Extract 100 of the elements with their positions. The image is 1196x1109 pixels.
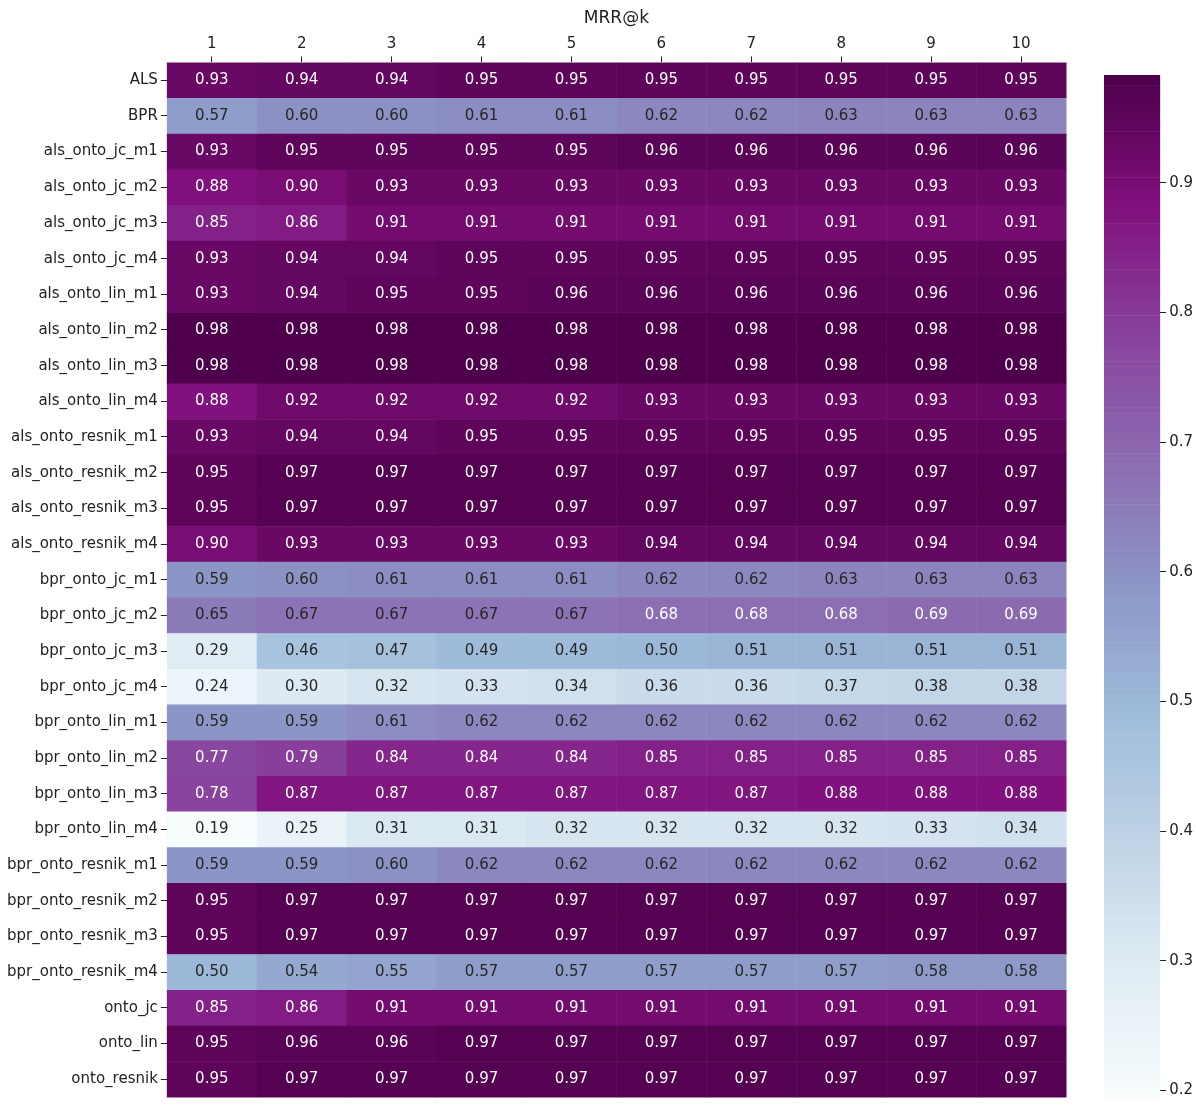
data-label: 0.91 — [1004, 212, 1038, 231]
data-label: 0.62 — [824, 855, 858, 873]
y-tick-label: bpr_onto_jc_m1 — [39, 569, 158, 589]
data-label: 0.93 — [195, 426, 229, 445]
data-label: 0.62 — [644, 712, 679, 731]
y-tick-label: BPR — [128, 105, 158, 124]
color-bar-label: 0.6 — [1169, 561, 1193, 580]
data-label: 0.88 — [1004, 783, 1038, 802]
data-label: 0.95 — [285, 141, 319, 160]
x-tick-label: 8 — [836, 34, 846, 53]
data-label: 0.62 — [554, 855, 589, 873]
data-label: 0.97 — [554, 1069, 589, 1088]
data-label: 0.98 — [195, 319, 229, 338]
data-label: 0.94 — [644, 533, 679, 552]
data-label: 0.93 — [734, 177, 768, 196]
data-label: 0.87 — [464, 783, 499, 802]
data-label: 0.93 — [195, 70, 229, 89]
data-label: 0.98 — [374, 355, 409, 374]
data-label: 0.91 — [464, 997, 499, 1016]
data-label: 0.95 — [195, 890, 229, 909]
data-label: 0.95 — [644, 70, 679, 89]
data-label: 0.95 — [195, 498, 229, 517]
data-label: 0.97 — [734, 890, 768, 909]
data-label: 0.97 — [285, 890, 319, 909]
data-label: 0.95 — [734, 70, 768, 89]
data-label: 0.91 — [644, 997, 679, 1016]
data-label: 0.68 — [644, 605, 679, 624]
data-label: 0.63 — [824, 105, 858, 124]
data-label: 0.61 — [554, 105, 589, 124]
data-label: 0.32 — [554, 819, 589, 838]
data-label: 0.69 — [1004, 605, 1038, 624]
data-label: 0.63 — [1004, 105, 1038, 124]
data-label: 0.62 — [734, 569, 768, 588]
data-label: 0.59 — [195, 712, 229, 731]
data-label: 0.97 — [554, 498, 589, 517]
data-label: 0.38 — [1004, 676, 1038, 695]
data-label: 0.97 — [734, 926, 768, 945]
data-label: 0.93 — [374, 533, 409, 552]
x-tick-label: 10 — [1011, 34, 1031, 53]
data-label: 0.95 — [554, 248, 589, 267]
data-label: 0.59 — [195, 569, 229, 588]
y-tick-label: als_onto_lin_m3 — [38, 355, 158, 375]
data-label: 0.97 — [644, 498, 679, 517]
data-label: 0.91 — [914, 997, 948, 1016]
data-label: 0.62 — [914, 855, 948, 873]
y-tick-label: bpr_onto_jc_m3 — [39, 640, 158, 660]
data-label: 0.97 — [644, 1069, 679, 1088]
x-tick-label: 3 — [386, 34, 397, 53]
data-label: 0.97 — [374, 1069, 409, 1088]
data-label: 0.97 — [285, 498, 319, 517]
y-tick-label: als_onto_resnik_m3 — [11, 498, 158, 518]
data-label: 0.97 — [464, 1069, 499, 1088]
data-label: 0.97 — [914, 1033, 948, 1052]
data-label: 0.60 — [374, 105, 409, 124]
data-label: 0.92 — [464, 391, 499, 410]
data-label: 0.57 — [554, 962, 589, 981]
data-label: 0.91 — [464, 212, 499, 231]
data-label: 0.38 — [914, 676, 948, 695]
data-label: 0.98 — [914, 355, 948, 374]
data-label: 0.62 — [1004, 855, 1038, 873]
data-label: 0.34 — [1004, 819, 1038, 838]
y-tick-label: als_onto_jc_m2 — [43, 177, 158, 197]
data-label: 0.94 — [734, 533, 768, 552]
data-label: 0.97 — [824, 926, 858, 945]
data-label: 0.97 — [1004, 926, 1038, 945]
data-label: 0.62 — [734, 105, 768, 124]
data-label: 0.95 — [914, 426, 948, 445]
data-label: 0.33 — [914, 819, 948, 838]
data-label: 0.62 — [644, 105, 679, 124]
data-label: 0.95 — [554, 426, 589, 445]
data-label: 0.97 — [914, 462, 948, 481]
data-label: 0.91 — [824, 997, 858, 1016]
data-label: 0.37 — [824, 676, 858, 695]
y-tick-label: als_onto_resnik_m4 — [11, 533, 158, 553]
data-label: 0.90 — [195, 533, 229, 552]
data-label: 0.87 — [734, 783, 768, 802]
data-label: 0.95 — [195, 1069, 229, 1088]
data-label: 0.88 — [914, 783, 948, 802]
data-label: 0.95 — [195, 1033, 229, 1052]
data-label: 0.88 — [824, 783, 858, 802]
data-label: 0.93 — [824, 391, 858, 410]
data-label: 0.96 — [554, 284, 589, 303]
data-label: 0.49 — [464, 640, 499, 659]
data-label: 0.97 — [644, 926, 679, 945]
data-label: 0.94 — [374, 426, 409, 445]
data-label: 0.97 — [1004, 462, 1038, 481]
data-label: 0.61 — [374, 712, 409, 731]
y-tick-label: bpr_onto_jc_m2 — [39, 605, 158, 625]
data-label: 0.69 — [914, 605, 948, 624]
data-label: 0.97 — [554, 926, 589, 945]
y-tick-label: onto_resnik — [71, 1069, 159, 1089]
data-label: 0.62 — [824, 712, 858, 731]
data-label: 0.32 — [824, 819, 858, 838]
data-label: 0.98 — [554, 319, 589, 338]
data-label: 0.88 — [195, 177, 229, 196]
data-label: 0.97 — [734, 498, 768, 517]
data-label: 0.93 — [195, 284, 229, 303]
data-label: 0.97 — [285, 926, 319, 945]
y-tick-label: als_onto_jc_m4 — [43, 248, 158, 268]
data-label: 0.47 — [374, 640, 409, 659]
